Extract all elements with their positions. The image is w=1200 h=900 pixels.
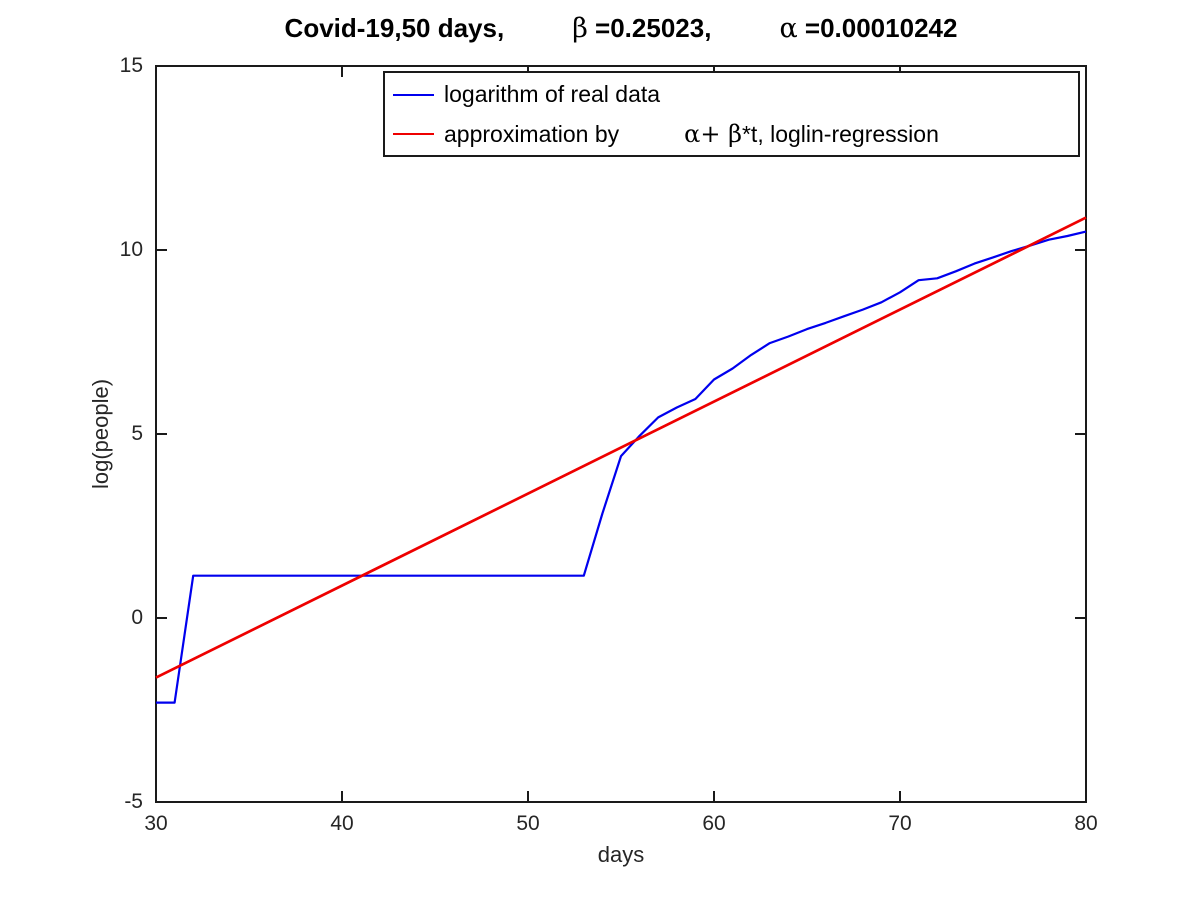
title-beta-value: =0.25023,: [587, 13, 712, 43]
title-text: Covid-19,50 days,: [284, 13, 505, 43]
legend-regression-formula-rest: *t, loglin-regression: [741, 120, 939, 147]
legend-label-real-data: logarithm of real data: [444, 81, 661, 107]
y-axis-label: log(people): [88, 378, 113, 490]
title-alpha-symbol: α: [779, 13, 798, 44]
legend-line-sample-blue: [393, 93, 434, 96]
legend-line-sample-red: [393, 132, 434, 135]
x-axis-label: days: [597, 842, 645, 867]
series-line-regression: [155, 216, 1087, 679]
legend-regression-text: approximation by: [444, 120, 620, 147]
chart-title: Covid-19,50 days, β =0.25023, α =0.0001024…: [156, 13, 1086, 44]
title-alpha-value: =0.00010242: [797, 13, 958, 43]
series-line-real-data: [156, 230, 1087, 704]
legend-regression-formula-greek: α+ β: [684, 119, 742, 148]
plot-border: [155, 65, 1087, 803]
legend-label-regression: approximation by α+ β*t, loglin-regressio…: [444, 120, 939, 148]
title-beta-symbol: β: [572, 13, 588, 44]
legend: logarithm of real data approximation by α…: [383, 71, 1080, 157]
legend-item-real-data: logarithm of real data: [393, 75, 1078, 114]
legend-item-regression: approximation by α+ β*t, loglin-regressio…: [393, 114, 1078, 153]
